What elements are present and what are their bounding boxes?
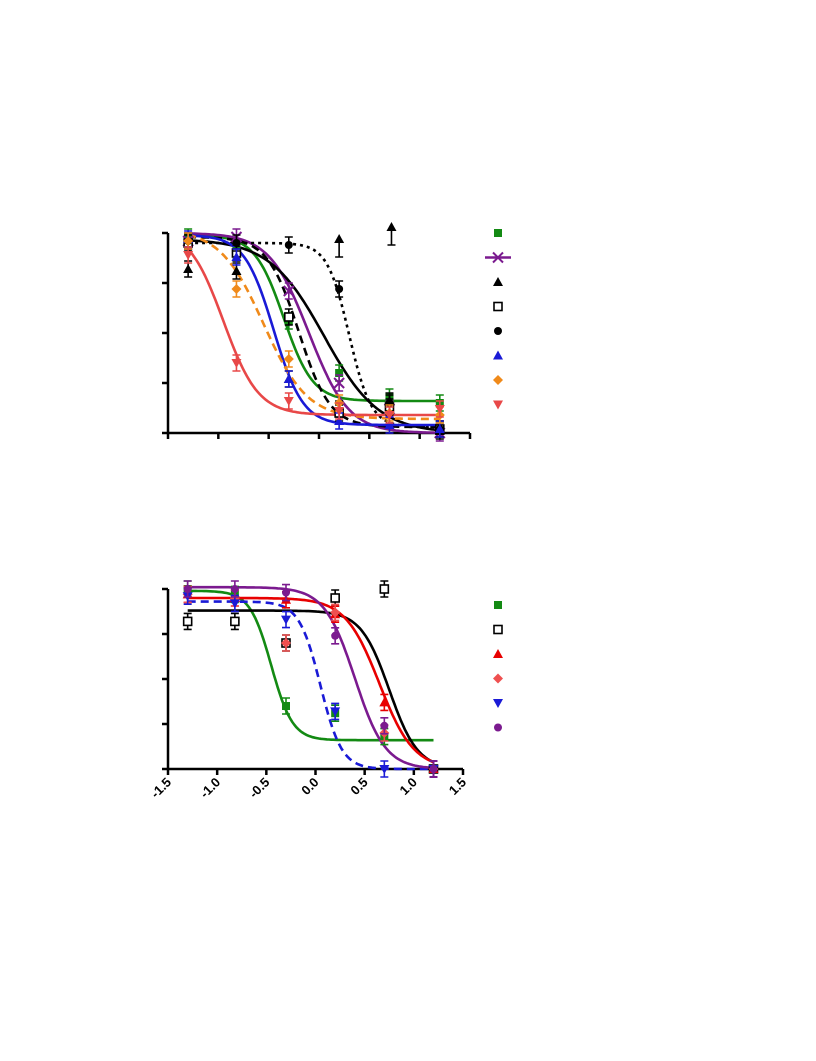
data-point (229, 599, 240, 609)
data-point (281, 615, 291, 625)
data-point (334, 416, 345, 425)
data-point (335, 285, 344, 293)
data-point (283, 354, 294, 364)
chart-bottom: -1.5 -1.0 -0.5 0.0 0.5 1.0 1.5 (148, 580, 503, 801)
fit-curve (187, 585, 434, 770)
data-point (183, 236, 194, 246)
data-point (231, 284, 242, 294)
legend-marker (493, 301, 503, 312)
data-point (231, 266, 242, 275)
data-point (384, 411, 395, 420)
data-point (379, 697, 390, 707)
legend-marker (493, 400, 503, 410)
data-point (230, 616, 240, 627)
data-point (183, 251, 194, 260)
fit-curve (187, 600, 434, 771)
data-point (230, 585, 239, 593)
legend-marker (494, 327, 502, 335)
legend-marker (493, 649, 503, 658)
data-point (232, 239, 241, 247)
data-point (334, 407, 345, 416)
data-point (182, 616, 193, 627)
x-tick-label: 1.0 (397, 775, 420, 798)
data-point (379, 584, 390, 594)
data-point (330, 707, 341, 717)
data-point (335, 369, 344, 377)
legend-marker (493, 624, 503, 635)
legend-marker (492, 251, 504, 264)
legend-marker (494, 601, 502, 609)
data-point (379, 765, 390, 774)
chart-top (162, 222, 511, 442)
fit-curve (188, 241, 440, 429)
x-tick-label: -1.5 (148, 775, 174, 801)
data-point (283, 312, 294, 322)
data-point (281, 638, 291, 648)
data-point (283, 374, 294, 383)
fit-curve (187, 233, 440, 421)
data-point (384, 420, 395, 429)
data-point (386, 222, 397, 231)
data-point (330, 593, 340, 603)
data-point (380, 721, 389, 730)
data-point (333, 377, 345, 389)
fit-curve (187, 609, 435, 764)
legend-marker (493, 277, 503, 286)
data-point (283, 285, 295, 297)
data-point (282, 702, 290, 710)
data-point (330, 607, 341, 618)
data-point (231, 359, 242, 368)
fit-curve (188, 232, 440, 434)
data-point (434, 405, 445, 414)
legend-marker (493, 350, 503, 360)
legend-marker (493, 375, 503, 385)
data-point (231, 252, 242, 261)
data-point (331, 631, 340, 640)
x-tick-label: -0.5 (246, 775, 272, 801)
x-tick-label: 0.5 (347, 775, 370, 798)
data-point (183, 585, 192, 593)
legend-marker (493, 699, 503, 708)
data-point (434, 424, 445, 433)
legend-marker (494, 723, 502, 732)
data-point (284, 241, 293, 249)
fit-curve (187, 589, 434, 742)
x-tick-label: -1.0 (197, 775, 223, 801)
legend-marker (493, 673, 503, 684)
fit-curve (187, 248, 440, 417)
data-point (282, 588, 290, 597)
data-point (429, 765, 438, 773)
legend-marker (494, 229, 502, 237)
x-tick-label: 1.5 (446, 775, 469, 798)
x-tick-label: 0.0 (298, 775, 321, 798)
fit-curve (188, 235, 440, 429)
fit-curve (187, 596, 435, 764)
data-point (183, 264, 194, 273)
data-point (334, 234, 345, 243)
data-point (283, 397, 294, 406)
